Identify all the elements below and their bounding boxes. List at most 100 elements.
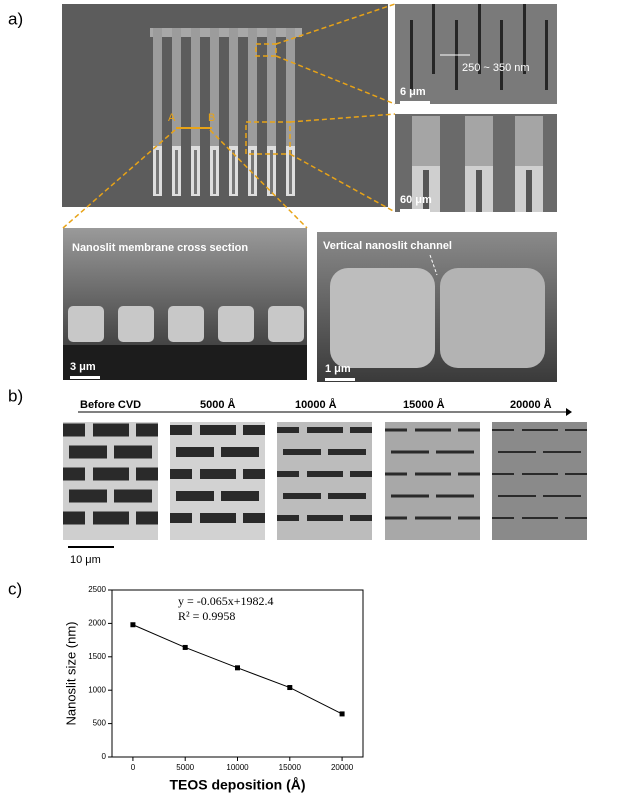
y-tick-label: 2000 bbox=[88, 619, 106, 628]
scale-bar bbox=[400, 209, 430, 212]
y-tick-label: 1000 bbox=[88, 685, 106, 694]
nanoslit bbox=[500, 20, 503, 90]
slit bbox=[350, 471, 372, 477]
comb-finger bbox=[153, 28, 162, 146]
panel-label: a) bbox=[8, 9, 23, 28]
caption: Nanoslit membrane cross section bbox=[72, 242, 248, 254]
slit bbox=[385, 428, 407, 432]
scale-label: 60 μm bbox=[400, 194, 432, 206]
slit bbox=[492, 429, 514, 431]
scale-bar bbox=[400, 101, 430, 104]
slit bbox=[415, 516, 451, 520]
x-axis-title: TEOS deposition (Å) bbox=[169, 777, 305, 793]
channel-block bbox=[440, 268, 545, 368]
data-point bbox=[339, 711, 345, 717]
comb-gap bbox=[175, 150, 178, 194]
slit bbox=[436, 450, 474, 454]
slit bbox=[328, 493, 366, 499]
slit bbox=[93, 511, 129, 525]
x-tick-label: 10000 bbox=[226, 763, 249, 772]
sem-image bbox=[492, 422, 587, 540]
comb-finger bbox=[248, 28, 257, 146]
highlight-box bbox=[255, 43, 277, 57]
slit bbox=[385, 516, 407, 520]
connector bbox=[275, 55, 396, 105]
slit bbox=[492, 517, 514, 519]
slit bbox=[200, 469, 236, 479]
comb-gap bbox=[156, 150, 159, 194]
slit bbox=[543, 495, 581, 497]
nanoslit bbox=[410, 20, 413, 90]
y-tick-label: 1500 bbox=[88, 652, 106, 661]
slit bbox=[328, 449, 366, 455]
slit bbox=[458, 428, 480, 432]
slit bbox=[176, 491, 214, 501]
highlight-box bbox=[245, 121, 291, 155]
slit bbox=[492, 473, 514, 475]
connector bbox=[289, 153, 396, 213]
slit bbox=[307, 427, 343, 433]
slit bbox=[415, 472, 451, 476]
slit bbox=[93, 423, 129, 437]
slit bbox=[170, 513, 192, 523]
comb-finger bbox=[172, 28, 181, 146]
slit bbox=[565, 517, 587, 519]
plot-frame bbox=[111, 589, 364, 758]
nanoslit bbox=[545, 20, 548, 90]
y-tick-label: 2500 bbox=[88, 585, 106, 594]
slit bbox=[136, 423, 158, 437]
data-point bbox=[130, 622, 136, 628]
slit bbox=[415, 428, 451, 432]
comb-finger bbox=[229, 28, 238, 146]
slit bbox=[69, 489, 107, 503]
slit bbox=[498, 495, 536, 497]
slit bbox=[176, 447, 214, 457]
slit bbox=[170, 425, 192, 435]
stage-label: 5000 Å bbox=[200, 398, 236, 411]
comb-gap bbox=[194, 150, 197, 194]
slit bbox=[283, 449, 321, 455]
channel-block bbox=[330, 268, 435, 368]
slit bbox=[385, 472, 407, 476]
connector bbox=[209, 129, 308, 229]
sem-image bbox=[385, 422, 480, 540]
comb-finger bbox=[210, 28, 219, 146]
finger bbox=[515, 116, 543, 166]
slit bbox=[277, 515, 299, 521]
membrane-block bbox=[118, 306, 154, 342]
y-tick-label: 0 bbox=[102, 752, 107, 761]
slit bbox=[63, 423, 85, 437]
gap-label: 250 ~ 350 nm bbox=[462, 62, 530, 74]
membrane-block bbox=[168, 306, 204, 342]
x-tick-label: 0 bbox=[131, 763, 136, 772]
slit bbox=[243, 469, 265, 479]
scale-label: 1 μm bbox=[325, 363, 351, 375]
scale-bar bbox=[70, 376, 100, 379]
x-tick-label: 20000 bbox=[331, 763, 354, 772]
slit bbox=[565, 473, 587, 475]
annotation: y = -0.065x+1982.4 bbox=[178, 594, 274, 608]
y-axis-title: Nanoslit size (nm) bbox=[63, 621, 78, 725]
panel-label: b) bbox=[8, 386, 23, 405]
substrate bbox=[63, 345, 307, 380]
comb-gap bbox=[270, 150, 273, 194]
comb-finger bbox=[286, 28, 295, 146]
finger bbox=[412, 116, 440, 166]
stage-label: 10000 Å bbox=[295, 398, 337, 411]
nanoslit bbox=[432, 4, 435, 74]
comb-gap bbox=[289, 150, 292, 194]
slit bbox=[114, 489, 152, 503]
slit bbox=[565, 429, 587, 431]
finger-gap bbox=[526, 170, 532, 212]
slit bbox=[63, 511, 85, 525]
finger-gap bbox=[476, 170, 482, 212]
pointer-arrow bbox=[429, 254, 438, 276]
slit bbox=[277, 471, 299, 477]
data-point bbox=[235, 665, 240, 671]
comb-bar bbox=[150, 28, 302, 37]
slit bbox=[93, 467, 129, 481]
comb-gap bbox=[232, 150, 235, 194]
membrane-block bbox=[268, 306, 304, 342]
slit bbox=[391, 494, 429, 498]
